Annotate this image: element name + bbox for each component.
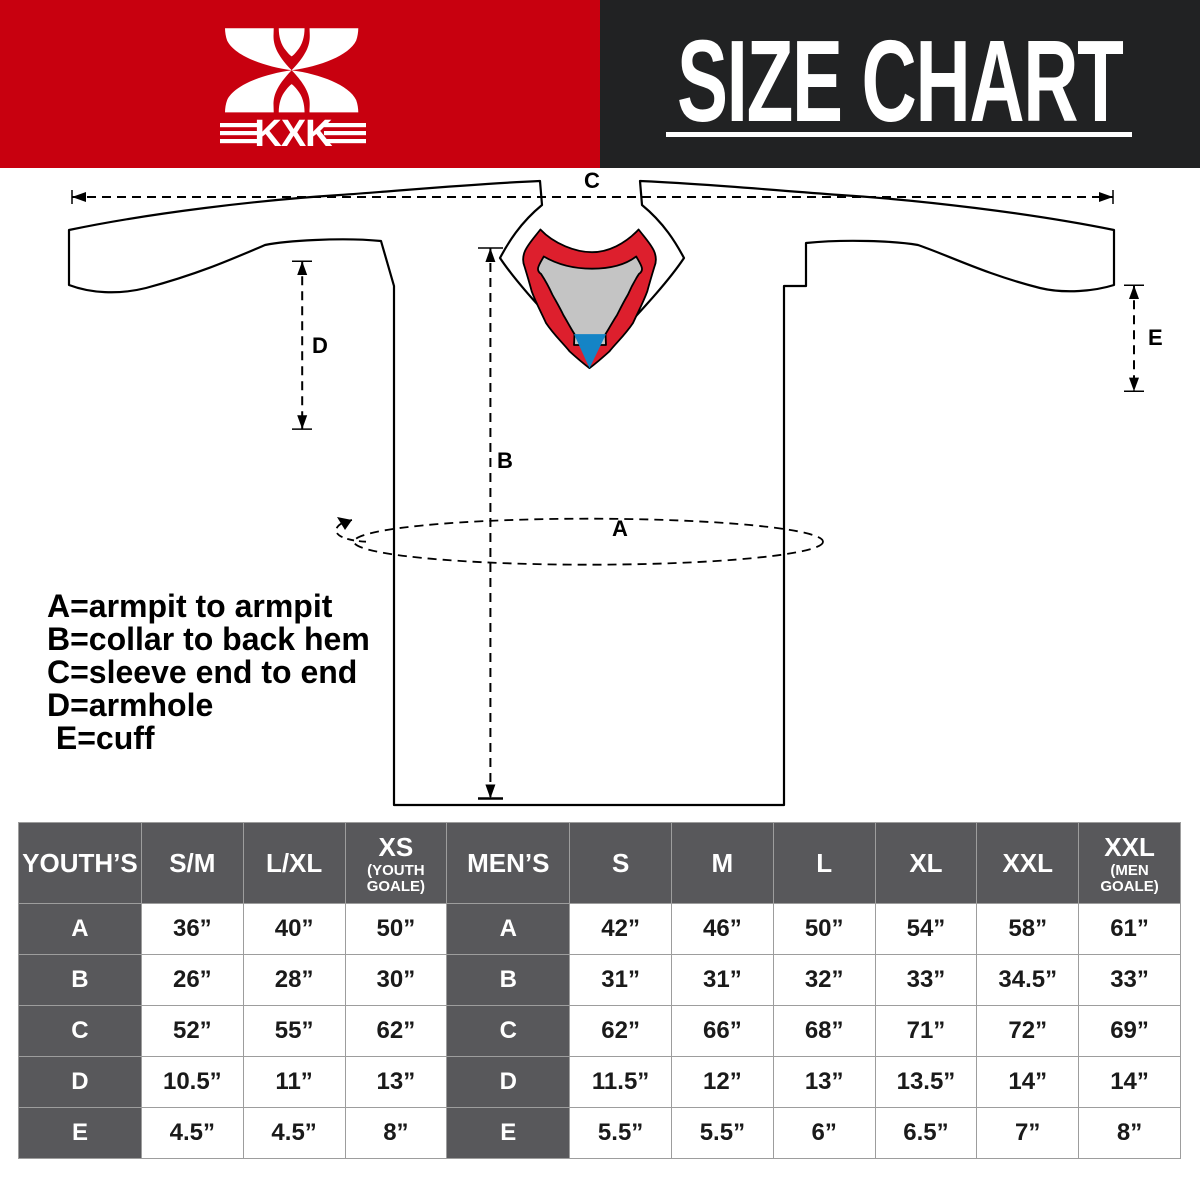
svg-text:C: C <box>584 168 600 193</box>
svg-text:A: A <box>612 516 628 541</box>
svg-text:B: B <box>497 448 513 473</box>
svg-text:KXK: KXK <box>254 113 333 155</box>
svg-text:D: D <box>312 333 328 358</box>
svg-text:E: E <box>1148 325 1163 350</box>
